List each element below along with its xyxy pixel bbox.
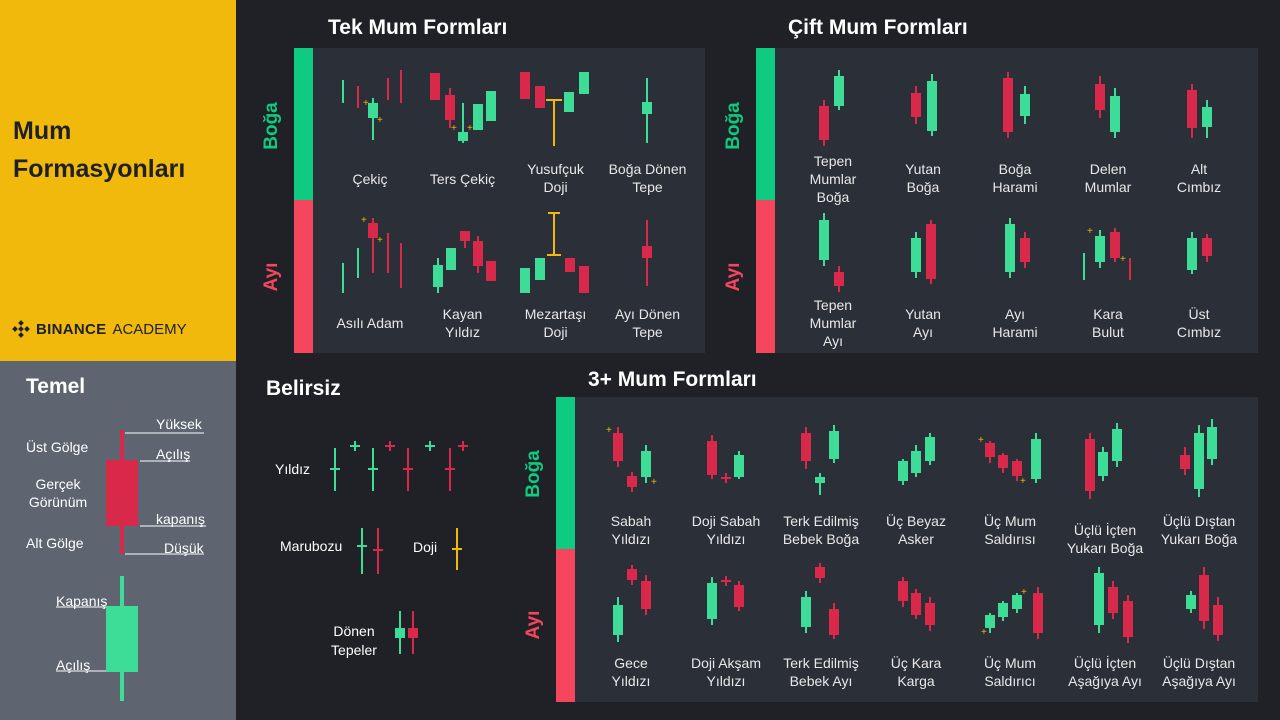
svg-text:+: + [467,123,473,134]
triple-bear-label: Ayı [523,610,544,640]
single-bull-label-2: Ters Çekiç [429,171,496,187]
single-bear-band [294,200,313,353]
label-lower-shadow: Alt Gölge [26,535,84,551]
triple-bull-label-4: Üç Beyaz Asker [886,513,946,547]
svg-text:+: + [377,235,383,246]
single-bull-label: Boğa [261,102,282,150]
single-bull-label-3: Yusufçuk Doji [527,161,584,195]
double-bear-label-3: Ayı Harami [992,306,1038,340]
neutral-marubozu-label: Marubozu [280,538,343,554]
neutral-candles [330,441,468,654]
triple-bull-label-7: Üçlü Dıştan Yukarı Boğa [1160,513,1238,547]
svg-text:+: + [651,477,657,488]
label-close: kapanış [156,511,206,527]
double-bear-label-5: Üst Cımbız [1176,306,1222,340]
double-bull-label-1: Tepen Mumlar Boğa [809,153,857,205]
triple-bear-label-4: Üç Kara Karga [890,655,942,689]
brand-suffix: ACADEMY [112,320,187,338]
single-bear-label: Ayı [261,262,282,292]
triple-section-title: 3+ Mum Formları [588,368,757,391]
single-bear-label-3: Mezartaşı Doji [524,306,587,340]
double-bear-label-2: Yutan Ayı [905,306,941,340]
triple-bull-label-2: Doji Sabah Yıldızı [691,513,761,547]
svg-text:+: + [363,98,369,109]
double-bull-label-4: Delen Mumlar [1084,161,1132,195]
triple-bull-label-3: Terk Edilmiş Bebek Boğa [782,513,860,547]
triple-bull-label: Boğa [523,450,544,498]
double-bear-label-1: Tepen Mumlar Ayı [809,297,857,349]
single-section-title: Tek Mum Formları [328,16,508,39]
svg-text:+: + [978,435,984,446]
svg-text:+: + [361,215,367,226]
triple-bear-label-6: Üçlü İçten Aşağıya Ayı [1068,655,1142,689]
svg-text:+: + [981,627,987,638]
triple-bull-label-6: Üçlü İçten Yukarı Boğa [1066,522,1144,556]
label-real-body: Gerçek Görünüm [28,476,88,510]
triple-bear-label-1: Gece Yıldızı [611,655,651,689]
triple-bear-label-7: Üçlü Dıştan Aşağıya Ayı [1162,655,1236,689]
label-upper-shadow: Üst Gölge [26,439,89,455]
single-bear-label-4: Ayı Dönen Tepe [614,306,681,340]
svg-text:+: + [606,425,612,436]
single-bull-label-1: Çekiç [352,171,388,187]
double-bear-band [756,200,775,353]
triple-bull-band [556,397,575,549]
triple-panel [556,397,1258,702]
single-bear-label-2: Kayan Yıldız [442,306,483,340]
svg-text:+: + [451,123,457,134]
svg-text:+: + [1021,587,1027,598]
double-candles: ++ [819,70,1212,292]
page-title: Mum Formasyonları [13,117,186,183]
triple-bull-label-1: Sabah Yıldızı [610,513,652,547]
svg-text:+: + [1120,254,1126,265]
double-bull-label-5: Alt Cımbız [1176,161,1222,195]
svg-text:+: + [1087,226,1093,237]
sidebar-title-panel [0,0,236,361]
label-open: Açılış [156,446,191,462]
binance-logo-icon [12,320,30,338]
double-bull-label: Boğa [723,102,744,150]
double-bull-label-3: Boğa Harami [992,161,1038,195]
single-bull-label-4: Boğa Dönen Tepe [608,161,687,195]
neutral-section-title: Belirsiz [266,377,341,400]
neutral-star-label: Yıldız [275,461,311,477]
double-bull-label-2: Yutan Boğa [905,161,941,195]
basics-title: Temel [26,375,86,398]
single-panel [294,48,705,353]
svg-text:+: + [377,115,383,126]
label-close-bull: Kapanış [56,593,108,609]
single-bear-label-1: Asılı Adam [336,315,404,331]
neutral-spinning-label: Dönen Tepeler [331,623,377,658]
label-open-bull: Açılış [56,657,91,673]
triple-candles: + + + + + + [606,419,1223,643]
double-bear-label: Ayı [723,262,744,292]
double-bull-band [756,48,775,200]
label-low: Düşük [164,540,204,556]
double-bear-label-4: Kara Bulut [1092,306,1124,340]
svg-text:+: + [1020,476,1026,487]
triple-bear-label-2: Doji Akşam Yıldızı [690,655,762,689]
neutral-doji-label: Doji [413,539,438,555]
double-section-title: Çift Mum Formları [788,16,968,39]
triple-bear-label-5: Üç Mum Saldırıcı [983,655,1037,689]
single-bull-band [294,48,313,200]
triple-bull-label-5: Üç Mum Saldırısı [983,513,1037,547]
triple-bear-label-3: Terk Edilmiş Bebek Ayı [783,655,859,689]
brand-name: BINANCE [36,320,107,338]
candle-anatomy-diagram [56,430,206,701]
label-high: Yüksek [156,416,202,432]
brand-logo: BINANCE ACADEMY [12,320,187,338]
triple-bear-band [556,549,575,702]
single-candles: + + + + + + [342,70,652,293]
